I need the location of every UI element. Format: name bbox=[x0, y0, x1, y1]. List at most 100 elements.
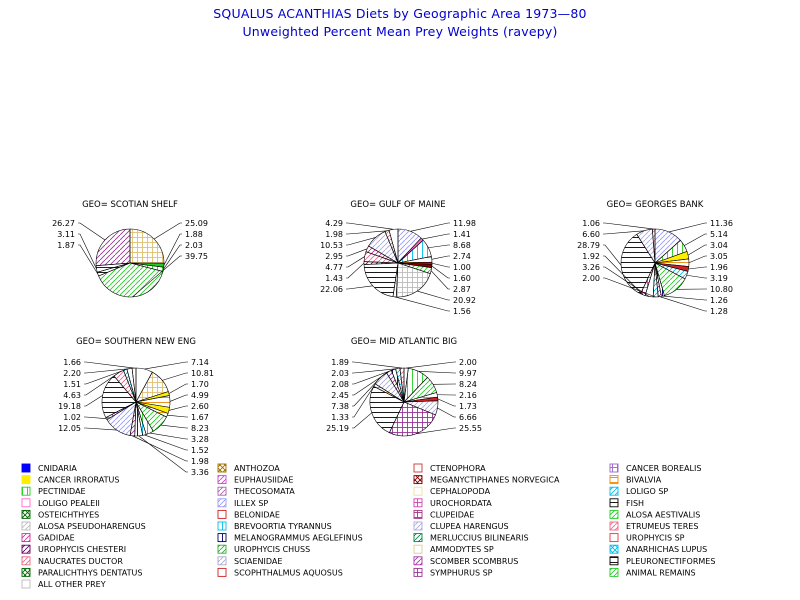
legend-label: OSTEICHTHYES bbox=[38, 510, 99, 519]
pie-title: GEO= MID ATLANTIC BIG bbox=[351, 337, 457, 347]
pies-group: GEO= SCOTIAN SHELF 25.09 1.88 2.03 39.75 26.2… bbox=[52, 200, 733, 477]
slice-label: 3.19 bbox=[710, 274, 728, 283]
legend-swatch bbox=[217, 509, 227, 519]
leader-line bbox=[169, 394, 188, 402]
leader-line bbox=[410, 222, 450, 232]
slice-label: 1.98 bbox=[325, 230, 343, 239]
slice-label: 28.79 bbox=[577, 241, 600, 250]
legend-item: ANIMAL REMAINS bbox=[609, 567, 696, 577]
legend-swatch bbox=[21, 567, 31, 577]
leader-line bbox=[603, 266, 650, 297]
legend-swatch bbox=[21, 556, 31, 566]
legend-label: PECTINIDAE bbox=[38, 487, 86, 496]
pie-5: GEO= MID ATLANTIC BIG 2.00 9.97 8.24 2.16 1.7… bbox=[326, 337, 482, 437]
leader-line bbox=[352, 361, 402, 369]
slice-label: 1.98 bbox=[191, 457, 209, 466]
legend-label: CEPHALOPODA bbox=[430, 487, 491, 496]
pie-slice bbox=[129, 228, 165, 264]
slice-label: 2.00 bbox=[459, 358, 477, 367]
legend-item: MERLUCCIUS BILINEARIS bbox=[413, 533, 529, 543]
legend-item: THECOSOMATA bbox=[217, 486, 295, 496]
legend-item: ANTHOZOA bbox=[217, 463, 280, 473]
leader-line bbox=[84, 427, 117, 431]
legend-swatch bbox=[21, 579, 31, 589]
pie-slice bbox=[363, 262, 399, 297]
slice-label: 10.81 bbox=[191, 369, 214, 378]
legend-label: MEGANYCTIPHANES NORVEGICA bbox=[430, 476, 560, 485]
slice-label: 11.98 bbox=[453, 219, 476, 228]
legend-item: MEGANYCTIPHANES NORVEGICA bbox=[413, 475, 560, 485]
slice-label: 4.99 bbox=[191, 391, 209, 400]
slice-label: 1.66 bbox=[63, 358, 81, 367]
legend-swatch bbox=[413, 463, 423, 473]
leader-line bbox=[144, 361, 188, 370]
leader-line bbox=[430, 270, 450, 290]
pie-3: GEO= GEORGES BANK 11.36 5.14 3.04 3.05 1.96 3.… bbox=[577, 200, 733, 316]
legend-item: CEPHALOPODA bbox=[413, 486, 491, 496]
legend-swatch bbox=[21, 521, 31, 531]
legend-item: NAUCRATES DUCTOR bbox=[21, 556, 123, 566]
slice-label: 1.89 bbox=[331, 358, 349, 367]
leader-line bbox=[406, 361, 456, 369]
leader-line bbox=[352, 371, 390, 396]
legend-label: ALL OTHER PREY bbox=[38, 580, 106, 589]
legend-label: CNIDARIA bbox=[38, 464, 77, 473]
legend-label: ANTHOZOA bbox=[234, 464, 280, 473]
legend-swatch bbox=[21, 463, 31, 473]
slice-label: 10.53 bbox=[320, 241, 343, 250]
legend-label: ALOSA PSEUDOHARENGUS bbox=[38, 522, 146, 531]
pie-4: GEO= SOUTHERN NEW ENG 7.14 10.81 1.70 4.99 2.… bbox=[58, 337, 214, 477]
slice-label: 1.88 bbox=[185, 230, 203, 239]
legend-label: SYMPHURUS SP bbox=[430, 568, 493, 577]
legend-label: GADIDAE bbox=[38, 534, 75, 543]
slice-label: 1.70 bbox=[191, 380, 209, 389]
leader-line bbox=[394, 296, 450, 312]
leader-line bbox=[603, 230, 645, 235]
legend-item: CANCER BOREALIS bbox=[609, 463, 701, 473]
slice-label: 1.41 bbox=[453, 230, 471, 239]
slice-label: 3.26 bbox=[582, 263, 600, 272]
leader-line bbox=[162, 372, 188, 381]
legend-item: CANCER IRRORATUS bbox=[21, 475, 119, 485]
slice-label: 10.80 bbox=[710, 285, 733, 294]
leader-line bbox=[346, 248, 368, 257]
slice-label: 20.92 bbox=[453, 296, 476, 305]
legend-item: CTENOPHORA bbox=[413, 463, 486, 473]
legend-item: PLEURONECTIFORMES bbox=[609, 556, 715, 566]
leader-line bbox=[84, 372, 119, 396]
legend-label: CLUPEIDAE bbox=[430, 510, 474, 519]
legend-swatch bbox=[21, 498, 31, 508]
legend-label: ETRUMEUS TERES bbox=[626, 522, 698, 531]
legend-label: CANCER IRRORATUS bbox=[38, 476, 119, 485]
slice-label: 25.55 bbox=[459, 424, 482, 433]
legend-swatch bbox=[217, 544, 227, 554]
leader-line bbox=[163, 233, 182, 266]
legend-swatch bbox=[413, 567, 423, 577]
legend-item: ANARHICHAS LUPUS bbox=[609, 544, 707, 554]
leader-line bbox=[352, 377, 381, 407]
slice-label: 1.28 bbox=[710, 307, 728, 316]
legend-swatch bbox=[217, 475, 227, 485]
slice-label: 25.09 bbox=[185, 219, 208, 228]
legend-label: UROCHORDATA bbox=[430, 499, 492, 508]
slice-label: 22.06 bbox=[320, 285, 343, 294]
leader-line bbox=[346, 230, 388, 235]
slice-label: 1.73 bbox=[459, 402, 477, 411]
legend-item: ILLEX SP bbox=[217, 498, 268, 508]
legend-swatch bbox=[609, 567, 619, 577]
legend-swatch bbox=[609, 463, 619, 473]
legend-swatch bbox=[609, 509, 619, 519]
legend-label: SCOPHTHALMUS AQUOSUS bbox=[234, 568, 343, 577]
slice-label: 8.23 bbox=[191, 424, 209, 433]
legend-item: EUPHAUSIIDAE bbox=[217, 475, 293, 485]
leader-line bbox=[668, 222, 707, 233]
slice-label: 1.92 bbox=[582, 252, 600, 261]
legend-swatch bbox=[413, 509, 423, 519]
legend-item: SCOPHTHALMUS AQUOSUS bbox=[217, 567, 343, 577]
chart-title: SQUALUS ACANTHIAS Diets by Geographic Ar… bbox=[213, 6, 587, 21]
legend-swatch bbox=[413, 475, 423, 485]
legend-label: CLUPEA HARENGUS bbox=[430, 522, 509, 531]
slice-label: 1.51 bbox=[63, 380, 81, 389]
slice-label: 1.06 bbox=[582, 219, 600, 228]
